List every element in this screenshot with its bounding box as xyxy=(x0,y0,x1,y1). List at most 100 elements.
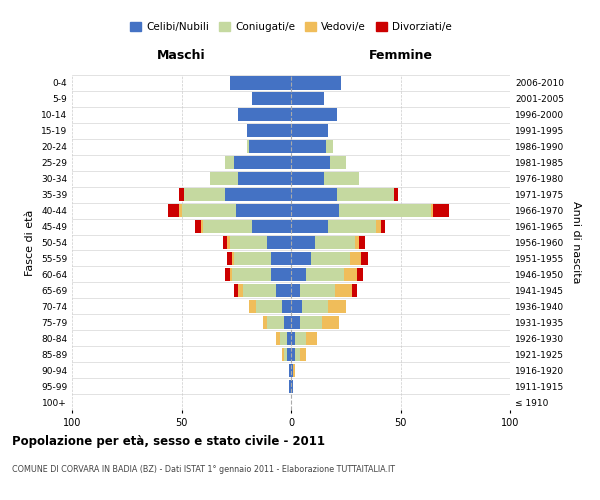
Bar xyxy=(203,220,251,233)
Bar xyxy=(328,300,346,313)
Bar xyxy=(291,380,293,392)
Text: Popolazione per età, sesso e stato civile - 2011: Popolazione per età, sesso e stato civil… xyxy=(12,435,325,448)
Bar xyxy=(291,236,315,249)
Bar xyxy=(227,236,230,249)
Bar xyxy=(337,188,394,201)
Bar xyxy=(267,316,284,329)
Bar xyxy=(291,140,326,153)
Bar xyxy=(291,300,302,313)
Bar xyxy=(238,108,291,122)
Bar xyxy=(328,220,376,233)
Bar xyxy=(226,156,234,170)
Bar xyxy=(352,284,356,297)
Bar xyxy=(339,204,431,217)
Bar xyxy=(250,300,256,313)
Bar xyxy=(291,284,300,297)
Bar xyxy=(359,236,365,249)
Bar xyxy=(226,188,291,201)
Bar xyxy=(169,204,179,217)
Bar xyxy=(230,76,291,90)
Bar xyxy=(291,220,328,233)
Bar xyxy=(315,236,355,249)
Bar xyxy=(263,316,267,329)
Text: Femmine: Femmine xyxy=(368,48,433,62)
Bar xyxy=(251,92,291,106)
Bar xyxy=(210,172,238,185)
Bar xyxy=(291,316,300,329)
Bar xyxy=(291,124,328,138)
Bar xyxy=(282,348,284,360)
Bar xyxy=(256,300,282,313)
Bar xyxy=(289,380,291,392)
Bar xyxy=(295,348,300,360)
Bar xyxy=(232,268,271,281)
Bar xyxy=(291,188,337,201)
Bar xyxy=(243,284,275,297)
Bar xyxy=(331,156,346,170)
Bar xyxy=(291,172,324,185)
Bar xyxy=(307,332,317,345)
Bar xyxy=(287,348,291,360)
Bar xyxy=(311,252,350,265)
Bar xyxy=(291,76,341,90)
Bar xyxy=(300,284,335,297)
Bar xyxy=(232,252,234,265)
Bar xyxy=(223,236,227,249)
Bar xyxy=(275,284,291,297)
Bar xyxy=(291,204,339,217)
Bar xyxy=(322,316,339,329)
Bar xyxy=(230,236,267,249)
Bar xyxy=(184,188,226,201)
Bar xyxy=(284,316,291,329)
Bar xyxy=(238,172,291,185)
Bar xyxy=(335,284,352,297)
Bar xyxy=(287,332,291,345)
Bar xyxy=(291,364,293,376)
Bar xyxy=(284,348,287,360)
Bar xyxy=(302,300,328,313)
Bar xyxy=(324,172,359,185)
Bar xyxy=(291,156,331,170)
Bar xyxy=(201,220,203,233)
Bar xyxy=(227,252,232,265)
Y-axis label: Anni di nascita: Anni di nascita xyxy=(571,201,581,284)
Text: COMUNE DI CORVARA IN BADIA (BZ) - Dati ISTAT 1° gennaio 2011 - Elaborazione TUTT: COMUNE DI CORVARA IN BADIA (BZ) - Dati I… xyxy=(12,465,395,474)
Bar xyxy=(194,220,201,233)
Bar xyxy=(280,332,287,345)
Bar xyxy=(431,204,433,217)
Bar xyxy=(291,332,295,345)
Bar xyxy=(291,348,295,360)
Bar xyxy=(394,188,398,201)
Bar xyxy=(226,268,230,281)
Bar xyxy=(326,140,332,153)
Bar xyxy=(291,268,307,281)
Bar xyxy=(300,348,307,360)
Bar xyxy=(433,204,449,217)
Bar xyxy=(291,108,337,122)
Text: Maschi: Maschi xyxy=(157,48,206,62)
Bar xyxy=(234,252,271,265)
Bar xyxy=(182,204,236,217)
Bar xyxy=(247,140,250,153)
Bar xyxy=(376,220,381,233)
Bar xyxy=(250,140,291,153)
Bar xyxy=(179,204,182,217)
Bar xyxy=(357,268,363,281)
Bar xyxy=(234,156,291,170)
Bar xyxy=(271,252,291,265)
Bar xyxy=(289,364,291,376)
Bar xyxy=(251,220,291,233)
Bar xyxy=(355,236,359,249)
Bar xyxy=(230,268,232,281)
Bar xyxy=(350,252,361,265)
Y-axis label: Fasce di età: Fasce di età xyxy=(25,210,35,276)
Bar xyxy=(381,220,385,233)
Bar xyxy=(234,284,238,297)
Bar xyxy=(295,332,307,345)
Bar xyxy=(282,300,291,313)
Legend: Celibi/Nubili, Coniugati/e, Vedovi/e, Divorziati/e: Celibi/Nubili, Coniugati/e, Vedovi/e, Di… xyxy=(126,18,456,36)
Bar xyxy=(247,124,291,138)
Bar xyxy=(291,92,324,106)
Bar xyxy=(238,284,243,297)
Bar xyxy=(291,252,311,265)
